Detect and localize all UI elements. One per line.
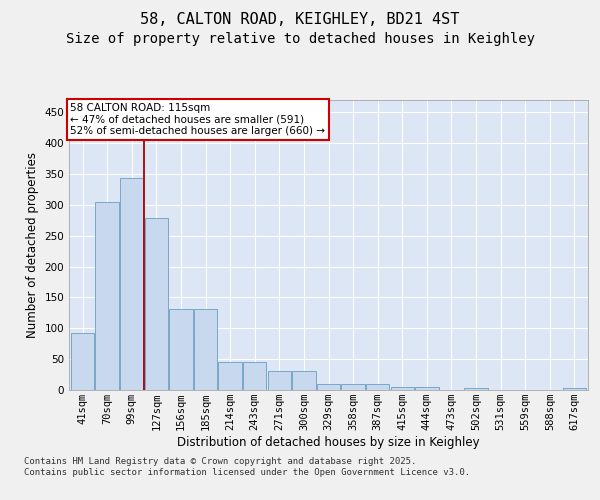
Bar [415, 387, 439, 390]
Bar [145, 218, 168, 390]
Text: 58, CALTON ROAD, KEIGHLEY, BD21 4ST: 58, CALTON ROAD, KEIGHLEY, BD21 4ST [140, 12, 460, 28]
Bar [391, 387, 414, 390]
X-axis label: Distribution of detached houses by size in Keighley: Distribution of detached houses by size … [177, 436, 480, 449]
Bar [169, 308, 193, 390]
Text: Size of property relative to detached houses in Keighley: Size of property relative to detached ho… [65, 32, 535, 46]
Bar [292, 372, 316, 390]
Y-axis label: Number of detached properties: Number of detached properties [26, 152, 39, 338]
Text: 58 CALTON ROAD: 115sqm
← 47% of detached houses are smaller (591)
52% of semi-de: 58 CALTON ROAD: 115sqm ← 47% of detached… [70, 103, 325, 136]
Bar [268, 372, 291, 390]
Bar [563, 388, 586, 390]
Bar [366, 384, 389, 390]
Bar [317, 384, 340, 390]
Text: Contains HM Land Registry data © Crown copyright and database right 2025.
Contai: Contains HM Land Registry data © Crown c… [24, 458, 470, 477]
Bar [120, 178, 143, 390]
Bar [218, 362, 242, 390]
Bar [341, 384, 365, 390]
Bar [464, 388, 488, 390]
Bar [194, 308, 217, 390]
Bar [95, 202, 119, 390]
Bar [243, 362, 266, 390]
Bar [71, 332, 94, 390]
